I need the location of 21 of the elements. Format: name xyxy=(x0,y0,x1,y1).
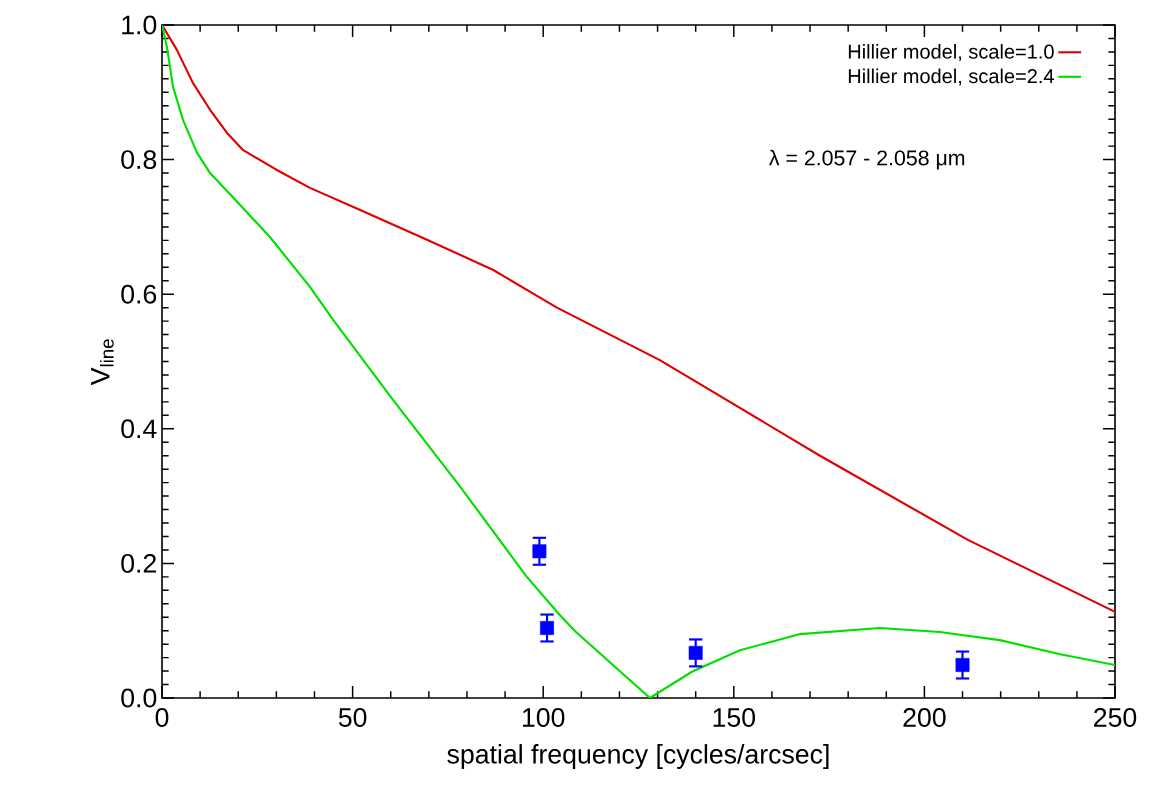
legend-label: Hillier model, scale=2.4 xyxy=(848,68,1054,86)
annotation: λ = 2.057 - 2.058 μm xyxy=(769,149,965,170)
x-tick-label: 50 xyxy=(338,708,367,727)
point xyxy=(955,658,970,672)
point xyxy=(540,621,554,635)
y-tick-label: 0.2 xyxy=(121,553,156,573)
x-tick-label: 100 xyxy=(522,708,565,727)
y-tick-label: 1.0 xyxy=(122,15,157,35)
y-tick-label: 0.4 xyxy=(121,419,157,439)
point xyxy=(688,645,703,660)
x-tick-label: 250 xyxy=(1094,708,1137,727)
y-tick-label: 0.8 xyxy=(121,150,157,170)
y-tick-label: 0.0 xyxy=(121,688,157,708)
y-axis-title: V$_{line}$ xyxy=(91,339,114,386)
point xyxy=(532,544,547,559)
x-tick-label: 150 xyxy=(713,708,755,727)
x-tick-label: 0 xyxy=(155,708,169,727)
y-tick-label: 0.6 xyxy=(121,284,157,304)
x-tick-label: 200 xyxy=(903,708,946,727)
legend-label: Hillier model, scale=1.0 xyxy=(848,44,1054,62)
x-axis-title: spatial frequency [cycles/arcsec] xyxy=(447,744,829,769)
